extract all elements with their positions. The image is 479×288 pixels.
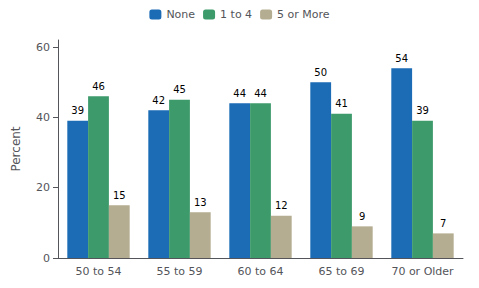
svg-text:70 or Older: 70 or Older [391,265,454,278]
svg-text:54: 54 [395,53,408,64]
svg-text:40: 40 [36,111,50,124]
svg-text:39: 39 [71,105,84,116]
svg-text:None: None [166,8,195,21]
svg-text:42: 42 [152,95,165,106]
svg-text:50 to 54: 50 to 54 [75,265,121,278]
svg-text:9: 9 [359,211,365,222]
svg-text:65 to 69: 65 to 69 [318,265,364,278]
svg-text:41: 41 [335,98,348,109]
svg-text:7: 7 [440,218,446,229]
svg-text:1 to 4: 1 to 4 [220,8,252,21]
svg-text:45: 45 [173,84,186,95]
svg-text:12: 12 [275,200,288,211]
svg-text:5 or More: 5 or More [277,8,330,21]
svg-text:60 to 64: 60 to 64 [237,265,283,278]
svg-text:44: 44 [233,88,246,99]
svg-text:50: 50 [314,67,327,78]
svg-text:39: 39 [416,105,429,116]
svg-text:20: 20 [36,181,50,194]
svg-text:60: 60 [36,41,50,54]
svg-text:0: 0 [43,252,50,265]
svg-text:44: 44 [254,88,267,99]
svg-text:55 to 59: 55 to 59 [156,265,202,278]
svg-text:15: 15 [113,190,126,201]
svg-text:13: 13 [194,197,207,208]
svg-text:46: 46 [92,81,105,92]
svg-text:Percent: Percent [9,126,23,171]
